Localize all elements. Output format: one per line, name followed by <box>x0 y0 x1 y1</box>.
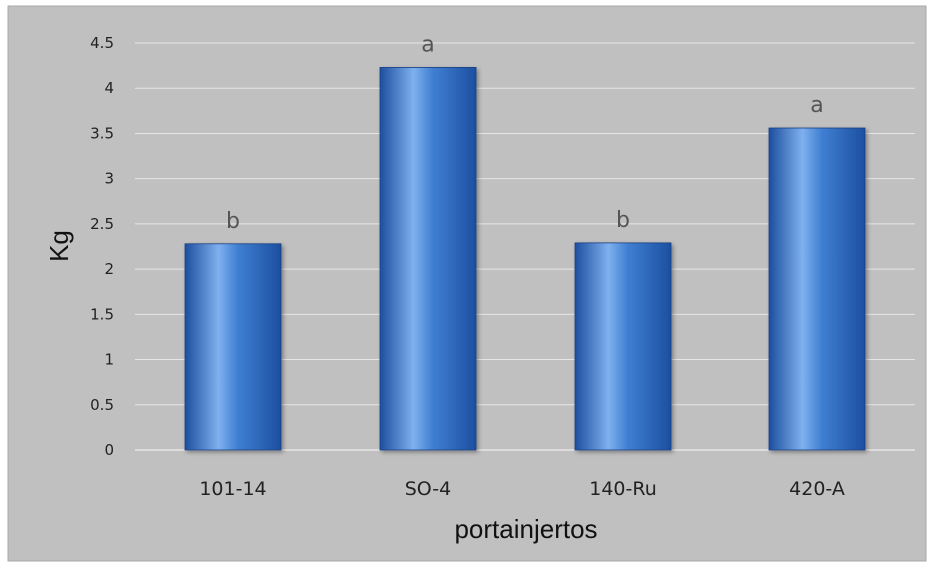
y-tick-label: 3 <box>104 170 114 188</box>
y-axis-ticks: 0 0.5 1 1.5 2 2.5 3 3.5 4 4.5 <box>90 34 114 459</box>
x-axis-categories: 101-14 SO-4 140-Ru 420-A <box>199 478 845 500</box>
y-tick-label: 4 <box>104 79 114 97</box>
significance-label: b <box>226 209 240 234</box>
bar <box>379 67 477 451</box>
x-category-label: 101-14 <box>199 478 266 500</box>
bar <box>768 127 866 451</box>
bar <box>184 243 282 451</box>
y-tick-label: 1 <box>104 351 114 369</box>
x-category-label: 420-A <box>789 478 845 500</box>
significance-label: b <box>616 208 630 233</box>
significance-labels: b a b a <box>226 32 824 233</box>
y-tick-label: 0.5 <box>90 396 114 414</box>
significance-label: a <box>810 93 823 118</box>
y-tick-label: 3.5 <box>90 124 114 142</box>
y-tick-label: 2.5 <box>90 215 114 233</box>
x-category-label: SO-4 <box>405 478 452 500</box>
bars <box>184 67 866 451</box>
significance-label: a <box>421 32 434 57</box>
y-tick-label: 1.5 <box>90 305 114 323</box>
x-category-label: 140-Ru <box>589 478 657 500</box>
y-tick-label: 0 <box>104 441 114 459</box>
bar <box>574 242 672 451</box>
y-tick-label: 2 <box>104 260 114 278</box>
y-axis-title: Kg <box>44 230 74 262</box>
x-axis-title: portainjertos <box>454 514 597 544</box>
y-tick-label: 4.5 <box>90 34 114 52</box>
